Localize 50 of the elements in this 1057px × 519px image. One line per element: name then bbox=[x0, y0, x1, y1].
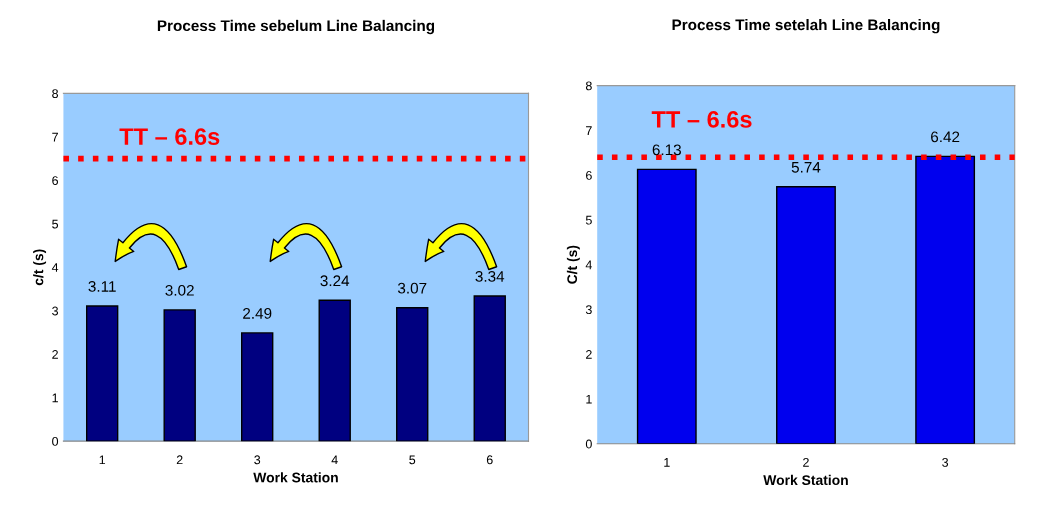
data-label: 6.42 bbox=[931, 131, 960, 143]
y-tick-label: 0 bbox=[585, 439, 592, 449]
data-label: 2.49 bbox=[243, 307, 272, 319]
y-tick-label: 1 bbox=[586, 394, 592, 404]
y-tick-label: 1 bbox=[52, 393, 58, 403]
y-tick-label: 4 bbox=[585, 260, 592, 270]
y-tick-label: 6 bbox=[586, 170, 592, 180]
y-tick-label: 8 bbox=[52, 89, 59, 99]
data-label: 3.24 bbox=[320, 275, 350, 287]
x-tick-label: 2 bbox=[803, 457, 809, 467]
y-tick-label: 7 bbox=[586, 126, 592, 135]
y-tick-label: 4 bbox=[51, 263, 59, 272]
data-label: 3.34 bbox=[475, 271, 505, 282]
x-tick-label: 6 bbox=[486, 455, 493, 465]
x-tick-label: 3 bbox=[254, 455, 261, 465]
bar bbox=[473, 295, 506, 442]
data-label: 3.11 bbox=[88, 281, 116, 292]
bar bbox=[85, 305, 119, 442]
data-label: 6.13 bbox=[652, 144, 681, 156]
y-tick-label: 7 bbox=[52, 132, 58, 142]
ref-line-label: TT – 6.6s bbox=[651, 111, 752, 128]
x-tick-label: 3 bbox=[942, 457, 949, 467]
x-tick-label: 2 bbox=[176, 455, 183, 465]
ref-line-label: TT – 6.6s bbox=[119, 128, 220, 145]
y-tick-label: 2 bbox=[52, 350, 58, 359]
data-label: 5.74 bbox=[791, 162, 821, 173]
y-tick-label: 3 bbox=[585, 305, 592, 315]
bar bbox=[396, 307, 429, 442]
y-tick-label: 2 bbox=[586, 350, 592, 359]
x-axis-title: Work Station bbox=[763, 474, 848, 486]
y-tick-label: 0 bbox=[52, 436, 59, 446]
chart-title: Process Time sebelum Line Balancing bbox=[157, 19, 435, 35]
data-label: 3.07 bbox=[397, 282, 427, 294]
y-tick-label: 5 bbox=[52, 219, 59, 229]
data-label: 3.02 bbox=[165, 284, 194, 296]
bar bbox=[318, 299, 351, 442]
x-tick-label: 1 bbox=[99, 455, 106, 465]
bar bbox=[241, 332, 274, 442]
x-tick-label: 5 bbox=[409, 455, 416, 465]
y-tick-label: 6 bbox=[52, 176, 59, 185]
y-tick-label: 8 bbox=[585, 81, 592, 91]
x-axis-title: Work Station bbox=[253, 472, 338, 483]
y-axis-title: C/t (s) bbox=[566, 245, 580, 284]
y-tick-label: 3 bbox=[52, 306, 59, 316]
bar bbox=[163, 309, 196, 442]
x-tick-label: 4 bbox=[331, 455, 338, 465]
x-tick-label: 1 bbox=[664, 458, 670, 467]
y-axis-title: c/t (s) bbox=[33, 249, 47, 286]
y-tick-label: 5 bbox=[585, 215, 592, 225]
chart-title: Process Time setelah Line Balancing bbox=[672, 19, 940, 34]
